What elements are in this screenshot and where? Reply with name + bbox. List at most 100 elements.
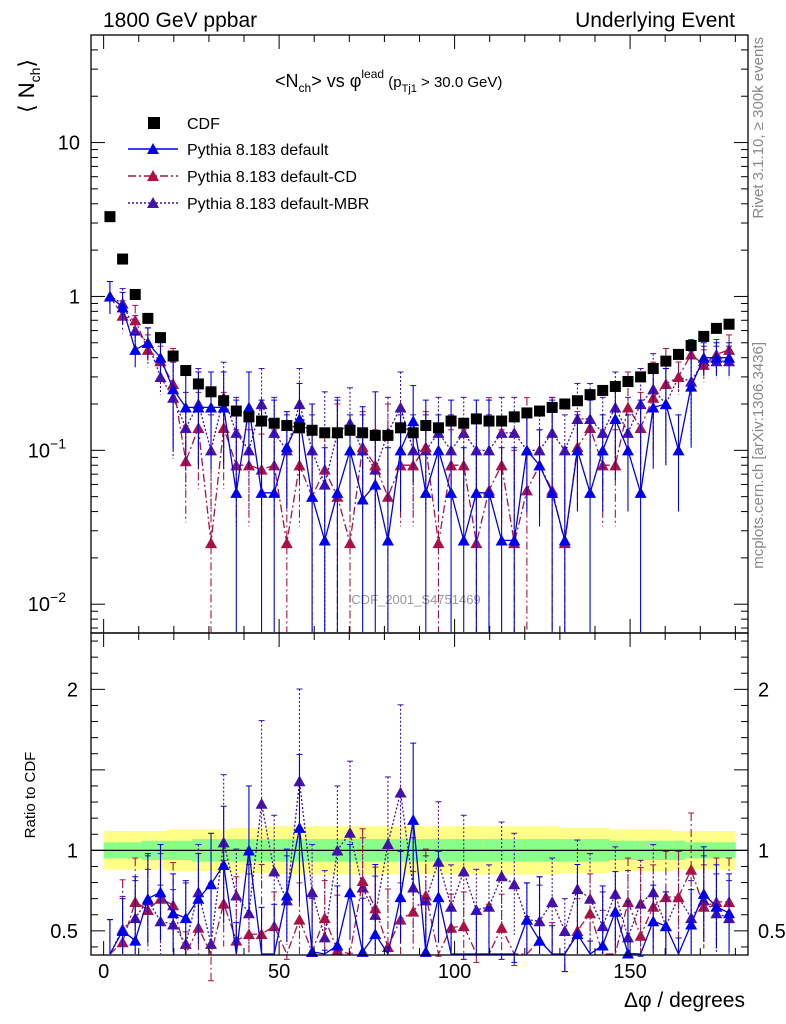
- point-cd: [318, 912, 331, 924]
- point-default: [230, 487, 243, 498]
- point-default: [394, 444, 407, 456]
- legend-label-cd: Pythia 8.183 default-CD: [187, 169, 357, 186]
- point-cdf: [192, 378, 204, 390]
- ratio-y-tick-label-right: 0.5: [758, 921, 786, 943]
- point-mbr: [508, 427, 521, 438]
- point-cd: [407, 905, 420, 917]
- legend-marker-default: [147, 143, 159, 154]
- point-mbr: [558, 925, 571, 936]
- point-default: [533, 459, 546, 471]
- point-default: [293, 413, 306, 425]
- legend-marker-cd: [147, 170, 159, 181]
- point-cdf: [205, 386, 217, 398]
- point-default: [571, 444, 584, 456]
- ratio-y-tick-label-left: 2: [67, 679, 78, 701]
- point-cdf: [117, 253, 129, 265]
- point-default: [179, 912, 192, 924]
- axes-layer: 10−2 10−1 1 10 0.5 0.5 1 1 2 2 0 50 100 150: [28, 34, 786, 983]
- point-cdf: [382, 429, 394, 441]
- legend-marker-cdf: [148, 117, 160, 129]
- point-cdf: [407, 427, 419, 439]
- point-default: [621, 947, 634, 959]
- point-cdf: [306, 424, 318, 436]
- x-axis-label: Δφ / degrees: [624, 989, 745, 1012]
- point-default: [205, 401, 218, 413]
- main-ylabel: ⟨ Nch⟩: [14, 59, 43, 113]
- point-cd: [495, 921, 508, 933]
- point-mbr: [154, 371, 167, 383]
- point-cdf: [293, 422, 305, 434]
- point-cdf: [395, 422, 407, 434]
- point-default: [129, 934, 142, 946]
- point-cdf: [180, 365, 192, 377]
- point-mbr: [318, 931, 331, 943]
- point-default: [280, 441, 293, 453]
- point-default: [584, 487, 597, 498]
- point-cdf: [635, 371, 647, 383]
- point-default: [432, 891, 445, 903]
- point-default: [103, 290, 116, 302]
- point-default: [723, 351, 736, 363]
- point-default: [634, 487, 647, 498]
- point-default: [141, 337, 154, 348]
- point-default: [356, 493, 369, 505]
- point-default: [192, 892, 205, 904]
- point-default: [647, 401, 660, 413]
- point-default: [407, 814, 420, 825]
- header-left: 1800 GeV ppbar: [103, 9, 257, 32]
- ratio-bands: [91, 826, 748, 875]
- header-right: Underlying Event: [575, 9, 735, 32]
- point-mbr: [394, 786, 407, 798]
- point-cd: [457, 920, 470, 932]
- point-cd: [634, 929, 647, 941]
- point-cd: [685, 863, 698, 875]
- point-cdf: [445, 415, 457, 427]
- point-mbr: [584, 892, 597, 904]
- point-cdf: [710, 322, 722, 334]
- point-default: [129, 344, 142, 355]
- point-cdf: [230, 405, 242, 417]
- point-default: [407, 415, 420, 427]
- point-default: [255, 487, 268, 498]
- x-tick-label: 150: [613, 961, 646, 983]
- series-default-ratio: [106, 742, 736, 973]
- point-cd: [205, 537, 218, 549]
- series-default-values: [103, 281, 736, 632]
- point-default: [685, 918, 698, 930]
- svg-text:⟨ Nch⟩: ⟨ Nch⟩: [14, 59, 43, 113]
- point-cdf: [142, 312, 154, 324]
- point-default: [596, 939, 609, 951]
- point-cdf: [685, 339, 697, 351]
- point-default: [659, 920, 672, 932]
- point-default: [621, 444, 634, 456]
- point-default: [356, 946, 369, 957]
- point-mbr: [205, 938, 218, 949]
- point-cdf: [673, 348, 685, 360]
- point-cdf: [420, 419, 432, 431]
- main-y-tick-label: 10−2: [28, 589, 66, 616]
- point-default: [369, 928, 382, 940]
- ratio-series-layer: [106, 688, 736, 982]
- point-mbr: [495, 870, 508, 882]
- point-cdf: [357, 427, 369, 439]
- series-line-default: [109, 819, 730, 956]
- point-cd: [621, 401, 634, 413]
- point-default: [571, 928, 584, 940]
- point-default: [710, 351, 723, 363]
- point-default: [508, 534, 521, 546]
- point-default: [647, 915, 660, 927]
- point-default: [318, 534, 331, 546]
- point-default: [596, 444, 609, 456]
- legend-label-default: Pythia 8.183 default: [187, 142, 329, 159]
- point-cdf: [218, 395, 230, 407]
- point-default: [205, 878, 218, 890]
- point-default: [306, 490, 319, 502]
- point-default: [723, 907, 736, 919]
- point-cd: [129, 314, 142, 326]
- ratio-y-tick-label-left: 0.5: [50, 921, 78, 943]
- point-mbr: [306, 886, 319, 898]
- point-default: [331, 939, 344, 951]
- point-cdf: [458, 417, 470, 429]
- point-default: [154, 886, 167, 898]
